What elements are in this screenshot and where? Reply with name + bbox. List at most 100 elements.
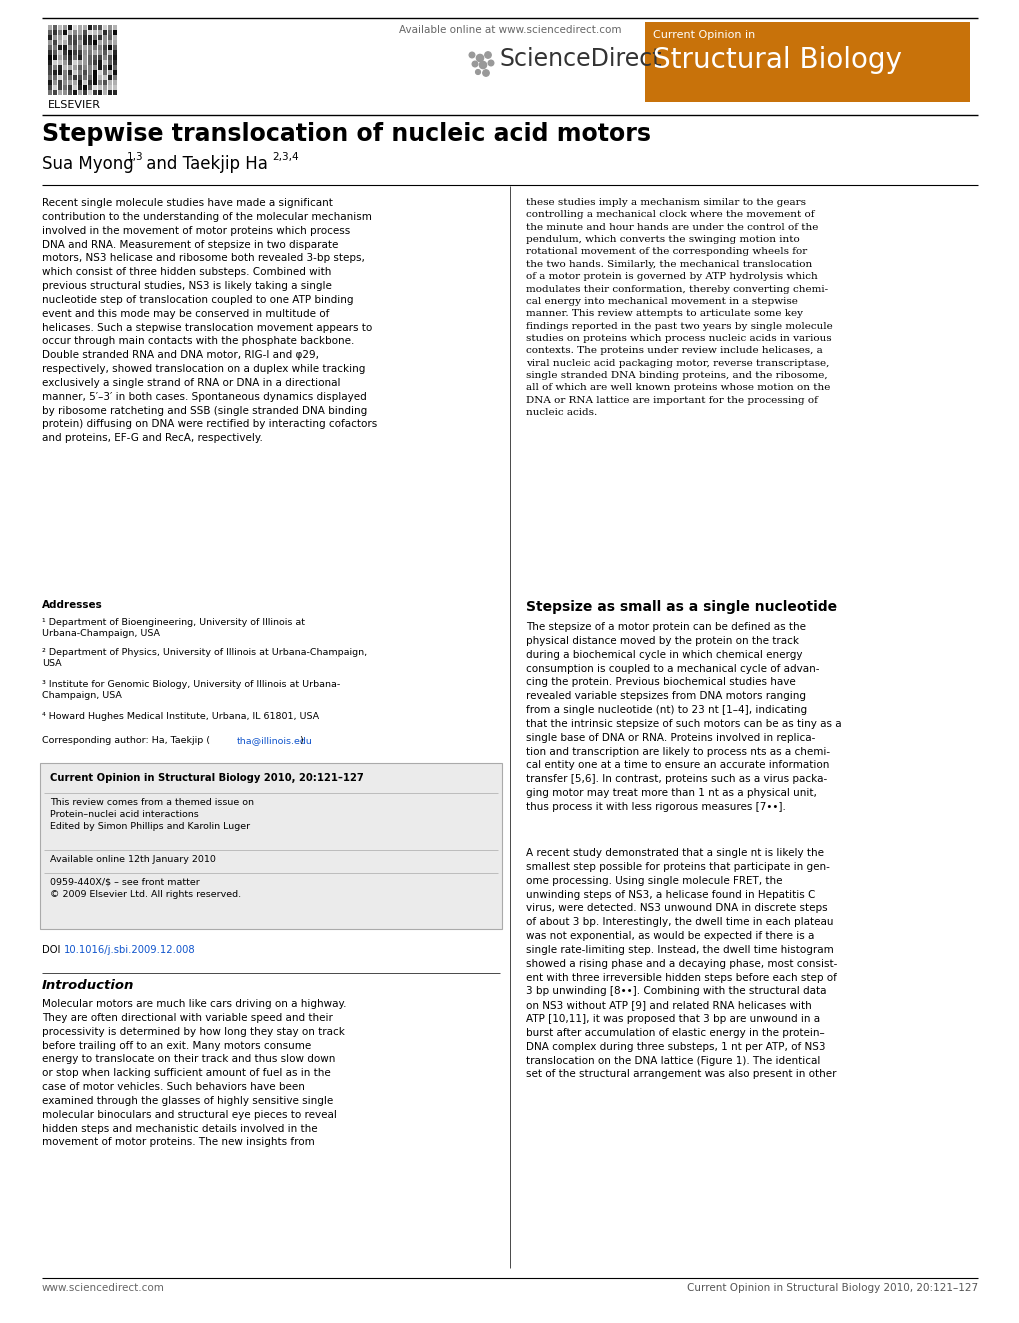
Bar <box>77 60 83 65</box>
Bar <box>58 30 62 34</box>
Bar <box>108 56 112 60</box>
Bar <box>113 70 117 74</box>
Bar <box>58 90 62 94</box>
Bar <box>68 60 72 65</box>
Bar <box>98 75 102 79</box>
Bar <box>108 50 112 54</box>
Bar <box>93 65 98 70</box>
Bar <box>73 25 77 29</box>
Bar <box>68 45 72 49</box>
Bar <box>88 90 93 94</box>
Bar <box>73 45 77 49</box>
Bar <box>93 60 98 65</box>
Bar <box>83 79 88 85</box>
Bar <box>68 85 72 90</box>
Text: Sua Myong: Sua Myong <box>42 155 133 173</box>
Bar <box>98 50 102 54</box>
Text: Stepsize as small as a single nucleotide: Stepsize as small as a single nucleotide <box>526 601 837 614</box>
Bar <box>93 30 98 34</box>
Circle shape <box>488 61 493 66</box>
Bar <box>108 60 112 65</box>
Bar <box>63 90 67 94</box>
Bar <box>93 70 98 74</box>
FancyBboxPatch shape <box>40 763 501 929</box>
Bar <box>63 85 67 90</box>
Bar <box>73 85 77 90</box>
Bar <box>103 40 107 45</box>
Bar <box>63 79 67 85</box>
Circle shape <box>479 61 486 69</box>
Bar <box>88 30 93 34</box>
Bar <box>73 60 77 65</box>
Text: ¹ Department of Bioengineering, University of Illinois at
Urbana-Champaign, USA: ¹ Department of Bioengineering, Universi… <box>42 618 305 639</box>
Bar <box>83 56 88 60</box>
Text: DOI: DOI <box>42 945 63 955</box>
Bar <box>68 25 72 29</box>
Text: Current Opinion in Structural Biology 2010, 20:121–127: Current Opinion in Structural Biology 20… <box>686 1283 977 1293</box>
Text: This review comes from a themed issue on
Protein–nuclei acid interactions
Edited: This review comes from a themed issue on… <box>50 798 254 831</box>
Text: Recent single molecule studies have made a significant
contribution to the under: Recent single molecule studies have made… <box>42 198 377 443</box>
Bar <box>73 40 77 45</box>
Bar <box>63 50 67 54</box>
Circle shape <box>472 61 477 66</box>
Bar <box>113 45 117 49</box>
Bar <box>68 65 72 70</box>
Bar <box>98 25 102 29</box>
Text: ⁴ Howard Hughes Medical Institute, Urbana, IL 61801, USA: ⁴ Howard Hughes Medical Institute, Urban… <box>42 712 319 721</box>
Bar <box>88 79 93 85</box>
Text: Available online 12th January 2010: Available online 12th January 2010 <box>50 855 216 864</box>
Bar <box>108 45 112 49</box>
Bar <box>83 50 88 54</box>
Bar <box>77 40 83 45</box>
Bar <box>113 90 117 94</box>
Bar <box>98 30 102 34</box>
Bar <box>98 70 102 74</box>
Bar <box>113 85 117 90</box>
Bar <box>73 75 77 79</box>
Bar <box>108 65 112 70</box>
Bar <box>113 30 117 34</box>
Bar <box>48 75 52 79</box>
Bar <box>53 34 57 40</box>
Bar <box>63 34 67 40</box>
Circle shape <box>469 52 474 58</box>
Bar <box>68 30 72 34</box>
Bar <box>68 75 72 79</box>
Bar <box>108 90 112 94</box>
Text: Addresses: Addresses <box>42 601 103 610</box>
Bar <box>73 56 77 60</box>
Bar <box>113 60 117 65</box>
Bar <box>103 65 107 70</box>
Bar <box>63 40 67 45</box>
Text: and Taekjip Ha: and Taekjip Ha <box>141 155 268 173</box>
Bar <box>58 50 62 54</box>
Text: 1,3: 1,3 <box>127 152 144 161</box>
Bar <box>93 50 98 54</box>
Bar <box>58 56 62 60</box>
Text: Current Opinion in: Current Opinion in <box>652 30 754 40</box>
Bar <box>83 25 88 29</box>
Bar <box>58 85 62 90</box>
Bar <box>48 79 52 85</box>
Bar <box>53 70 57 74</box>
Bar <box>88 85 93 90</box>
Bar <box>48 70 52 74</box>
Bar <box>48 45 52 49</box>
Bar <box>83 60 88 65</box>
Bar <box>88 45 93 49</box>
Bar <box>58 40 62 45</box>
Bar <box>83 85 88 90</box>
Bar <box>103 79 107 85</box>
Bar <box>68 50 72 54</box>
Text: Stepwise translocation of nucleic acid motors: Stepwise translocation of nucleic acid m… <box>42 122 650 146</box>
Bar <box>77 70 83 74</box>
Bar <box>48 90 52 94</box>
Bar <box>58 65 62 70</box>
Bar <box>63 56 67 60</box>
Bar <box>83 65 88 70</box>
Text: 10.1016/j.sbi.2009.12.008: 10.1016/j.sbi.2009.12.008 <box>64 945 196 955</box>
Bar <box>53 45 57 49</box>
Bar <box>88 34 93 40</box>
Bar <box>68 70 72 74</box>
Text: ³ Institute for Genomic Biology, University of Illinois at Urbana-
Champaign, US: ³ Institute for Genomic Biology, Univers… <box>42 680 340 700</box>
